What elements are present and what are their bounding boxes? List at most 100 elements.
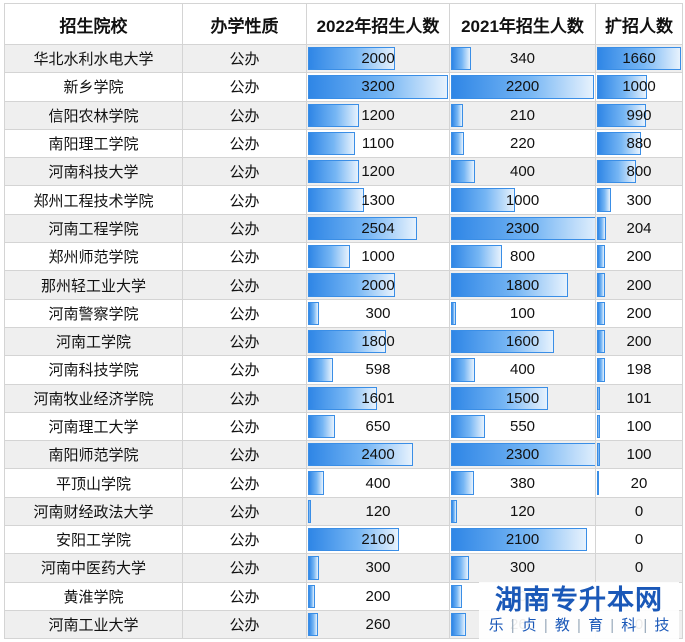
table-row: 河南财经政法大学 公办 120 120 0	[4, 496, 683, 527]
enroll-2022: 300	[306, 298, 450, 328]
header-type: 办学性质	[182, 3, 307, 45]
enroll-2022-value: 2504	[361, 219, 395, 237]
school-name: 河南理工大学	[4, 411, 183, 442]
school-name: 华北水利水电大学	[4, 43, 183, 74]
expand-count-bar	[597, 414, 601, 439]
enroll-2021-value: 2300	[505, 219, 540, 237]
enroll-2022-value: 3200	[361, 78, 395, 96]
expand-count-bar	[597, 103, 647, 127]
enroll-2021-bar	[451, 499, 457, 524]
enroll-2022-bar	[308, 131, 355, 156]
enroll-2022: 1100	[306, 128, 450, 159]
enroll-2021-bar	[451, 556, 469, 580]
school-name: 新乡学院	[4, 72, 183, 102]
school-type: 公办	[182, 213, 307, 244]
enroll-2021: 100	[449, 298, 596, 328]
enroll-2021-value: 1600	[505, 333, 540, 351]
school-name: 安阳工学院	[4, 525, 183, 555]
enroll-2021: 300	[449, 553, 596, 583]
table-row: 河南工学院 公办 1800 1600 200	[4, 326, 683, 357]
expand-count-bar	[597, 245, 606, 269]
expand-count-value: 198	[626, 361, 652, 379]
enroll-2022: 1200	[306, 157, 450, 187]
school-name: 南阳理工学院	[4, 128, 183, 159]
enroll-2022: 2504	[306, 213, 450, 244]
enroll-2021-value: 220	[509, 135, 536, 153]
header-2021: 2021年招生人数	[449, 3, 596, 45]
school-name: 河南科技大学	[4, 157, 183, 187]
watermark-char: 育	[588, 617, 604, 634]
table-row: 河南工程学院 公办 2504 2300 204	[4, 213, 683, 244]
school-type: 公办	[182, 72, 307, 102]
school-name: 河南科技学院	[4, 355, 183, 385]
enroll-2022: 1000	[306, 242, 450, 272]
enroll-2022-value: 2400	[361, 446, 395, 464]
enroll-2022-value: 1100	[361, 135, 395, 153]
enroll-2021-bar	[451, 528, 588, 552]
enroll-2021: 400	[449, 157, 596, 187]
enroll-2022: 3200	[306, 72, 450, 102]
enroll-2022-value: 1601	[361, 389, 395, 407]
enroll-2022-bar	[308, 47, 395, 71]
expand-count: 200	[595, 326, 683, 357]
enroll-2022: 2400	[306, 440, 450, 470]
enroll-2021-value: 380	[509, 474, 536, 492]
school-type: 公办	[182, 581, 307, 611]
table-row: 河南理工大学 公办 650 550 100	[4, 411, 683, 442]
enroll-2022: 2100	[306, 525, 450, 555]
header-expand: 扩招人数	[595, 3, 683, 45]
school-name: 黄淮学院	[4, 581, 183, 611]
table-row: 信阳农林学院 公办 1200 210 990	[4, 100, 683, 130]
enroll-2021-value: 2300	[505, 446, 540, 464]
expand-count: 880	[595, 128, 683, 159]
enroll-2022-value: 200	[365, 587, 391, 605]
expand-count-value: 990	[626, 106, 652, 124]
enroll-2022: 120	[306, 496, 450, 527]
table-row: 河南科技大学 公办 1200 400 800	[4, 157, 683, 187]
enroll-2022-value: 1000	[361, 248, 395, 266]
expand-count: 200	[595, 270, 683, 300]
school-type: 公办	[182, 326, 307, 357]
enroll-2021-bar	[451, 75, 594, 99]
enroll-2022-bar	[308, 301, 320, 325]
enroll-2021: 2200	[449, 72, 596, 102]
enroll-2021-value: 120	[509, 502, 536, 520]
school-name: 南阳师范学院	[4, 440, 183, 470]
enroll-2022-value: 650	[365, 418, 391, 435]
school-name: 河南工学院	[4, 326, 183, 357]
school-name: 河南牧业经济学院	[4, 383, 183, 413]
expand-count-bar	[597, 160, 637, 184]
enroll-2022: 260	[306, 609, 450, 640]
expand-count: 800	[595, 157, 683, 187]
expand-count-value: 100	[626, 418, 652, 435]
enroll-2021-value: 340	[509, 50, 536, 68]
watermark-subtitle: 乐 | 贞 | 教 | 育 | 科 | 技	[488, 617, 670, 634]
enroll-2022-bar	[308, 188, 364, 212]
enroll-2021-value: 1800	[505, 276, 540, 294]
expand-count-bar	[597, 329, 606, 354]
enroll-2022: 200	[306, 581, 450, 611]
enroll-2022-value: 120	[365, 502, 391, 520]
school-name: 郑州工程技术学院	[4, 185, 183, 215]
expand-count: 204	[595, 213, 683, 244]
enroll-2022-bar	[308, 556, 320, 580]
enroll-2022: 1300	[306, 185, 450, 215]
enroll-2021-value: 100	[509, 304, 536, 322]
expand-count-value: 200	[626, 333, 652, 351]
school-type: 公办	[182, 553, 307, 583]
enroll-2022-value: 300	[365, 304, 391, 322]
table-row: 郑州工程技术学院 公办 1300 1000 300	[4, 185, 683, 215]
enroll-2021-bar	[451, 216, 595, 241]
header-school: 招生院校	[4, 3, 183, 45]
table-body: 华北水利水电大学 公办 2000 340 1660 新乡学院 公办 3200 2200 1000 信…	[4, 43, 683, 640]
enroll-2022-bar	[308, 443, 413, 467]
expand-count-bar	[597, 216, 606, 241]
enroll-2021-bar	[451, 301, 456, 325]
enroll-2022-bar	[308, 612, 318, 637]
watermark-char: 贞	[521, 617, 537, 634]
enroll-2021: 550	[449, 411, 596, 442]
enroll-2022-value: 1200	[361, 163, 395, 181]
enroll-2022-bar	[308, 471, 324, 495]
expand-count: 0	[595, 525, 683, 555]
enroll-2021-bar	[451, 329, 555, 354]
